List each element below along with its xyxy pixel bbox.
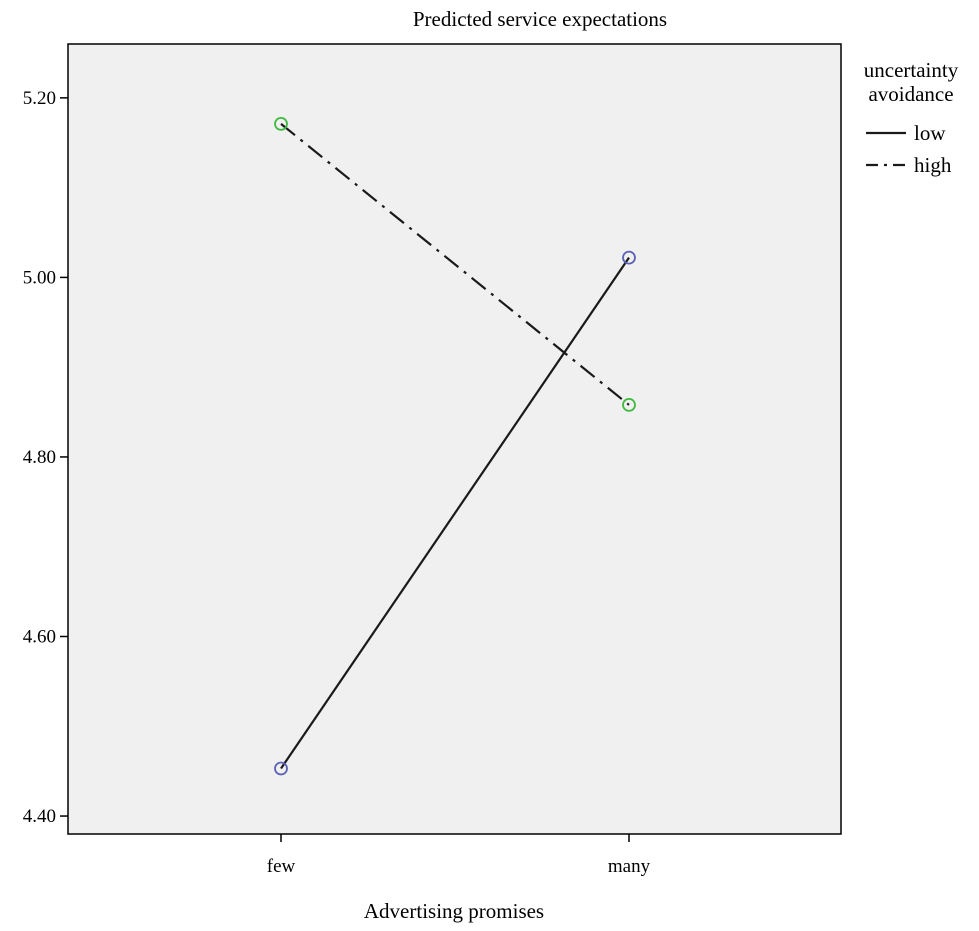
x-axis-label: Advertising promises [364, 899, 544, 923]
x-tick-label: many [608, 856, 651, 877]
legend-items: low high [866, 121, 952, 177]
y-tick-label: 4.60 [23, 627, 56, 648]
x-axis: few many [267, 834, 651, 877]
series-line-high [280, 123, 630, 406]
legend-title-line-1: uncertainty [864, 58, 959, 82]
y-tick-label: 4.40 [23, 806, 56, 827]
y-tick-label: 4.80 [23, 447, 56, 468]
legend: uncertainty avoidance low high [864, 58, 959, 177]
chart-title: Predicted service expectations [413, 7, 667, 31]
legend-title-line-2: avoidance [868, 82, 953, 106]
y-tick-label: 5.20 [23, 88, 56, 109]
y-axis: 4.40 4.60 4.80 5.00 5.20 [23, 88, 68, 827]
data-point-high [622, 397, 636, 412]
legend-label-high: high [914, 153, 952, 177]
legend-label-low: low [914, 121, 946, 145]
y-tick-label: 5.00 [23, 267, 56, 288]
x-tick-label: few [267, 856, 296, 877]
series-line-low [280, 257, 630, 770]
series-layer [274, 116, 636, 776]
data-point-high [274, 116, 288, 131]
plot-area [67, 43, 842, 835]
data-point-low [274, 761, 288, 776]
data-point-low [622, 250, 636, 265]
